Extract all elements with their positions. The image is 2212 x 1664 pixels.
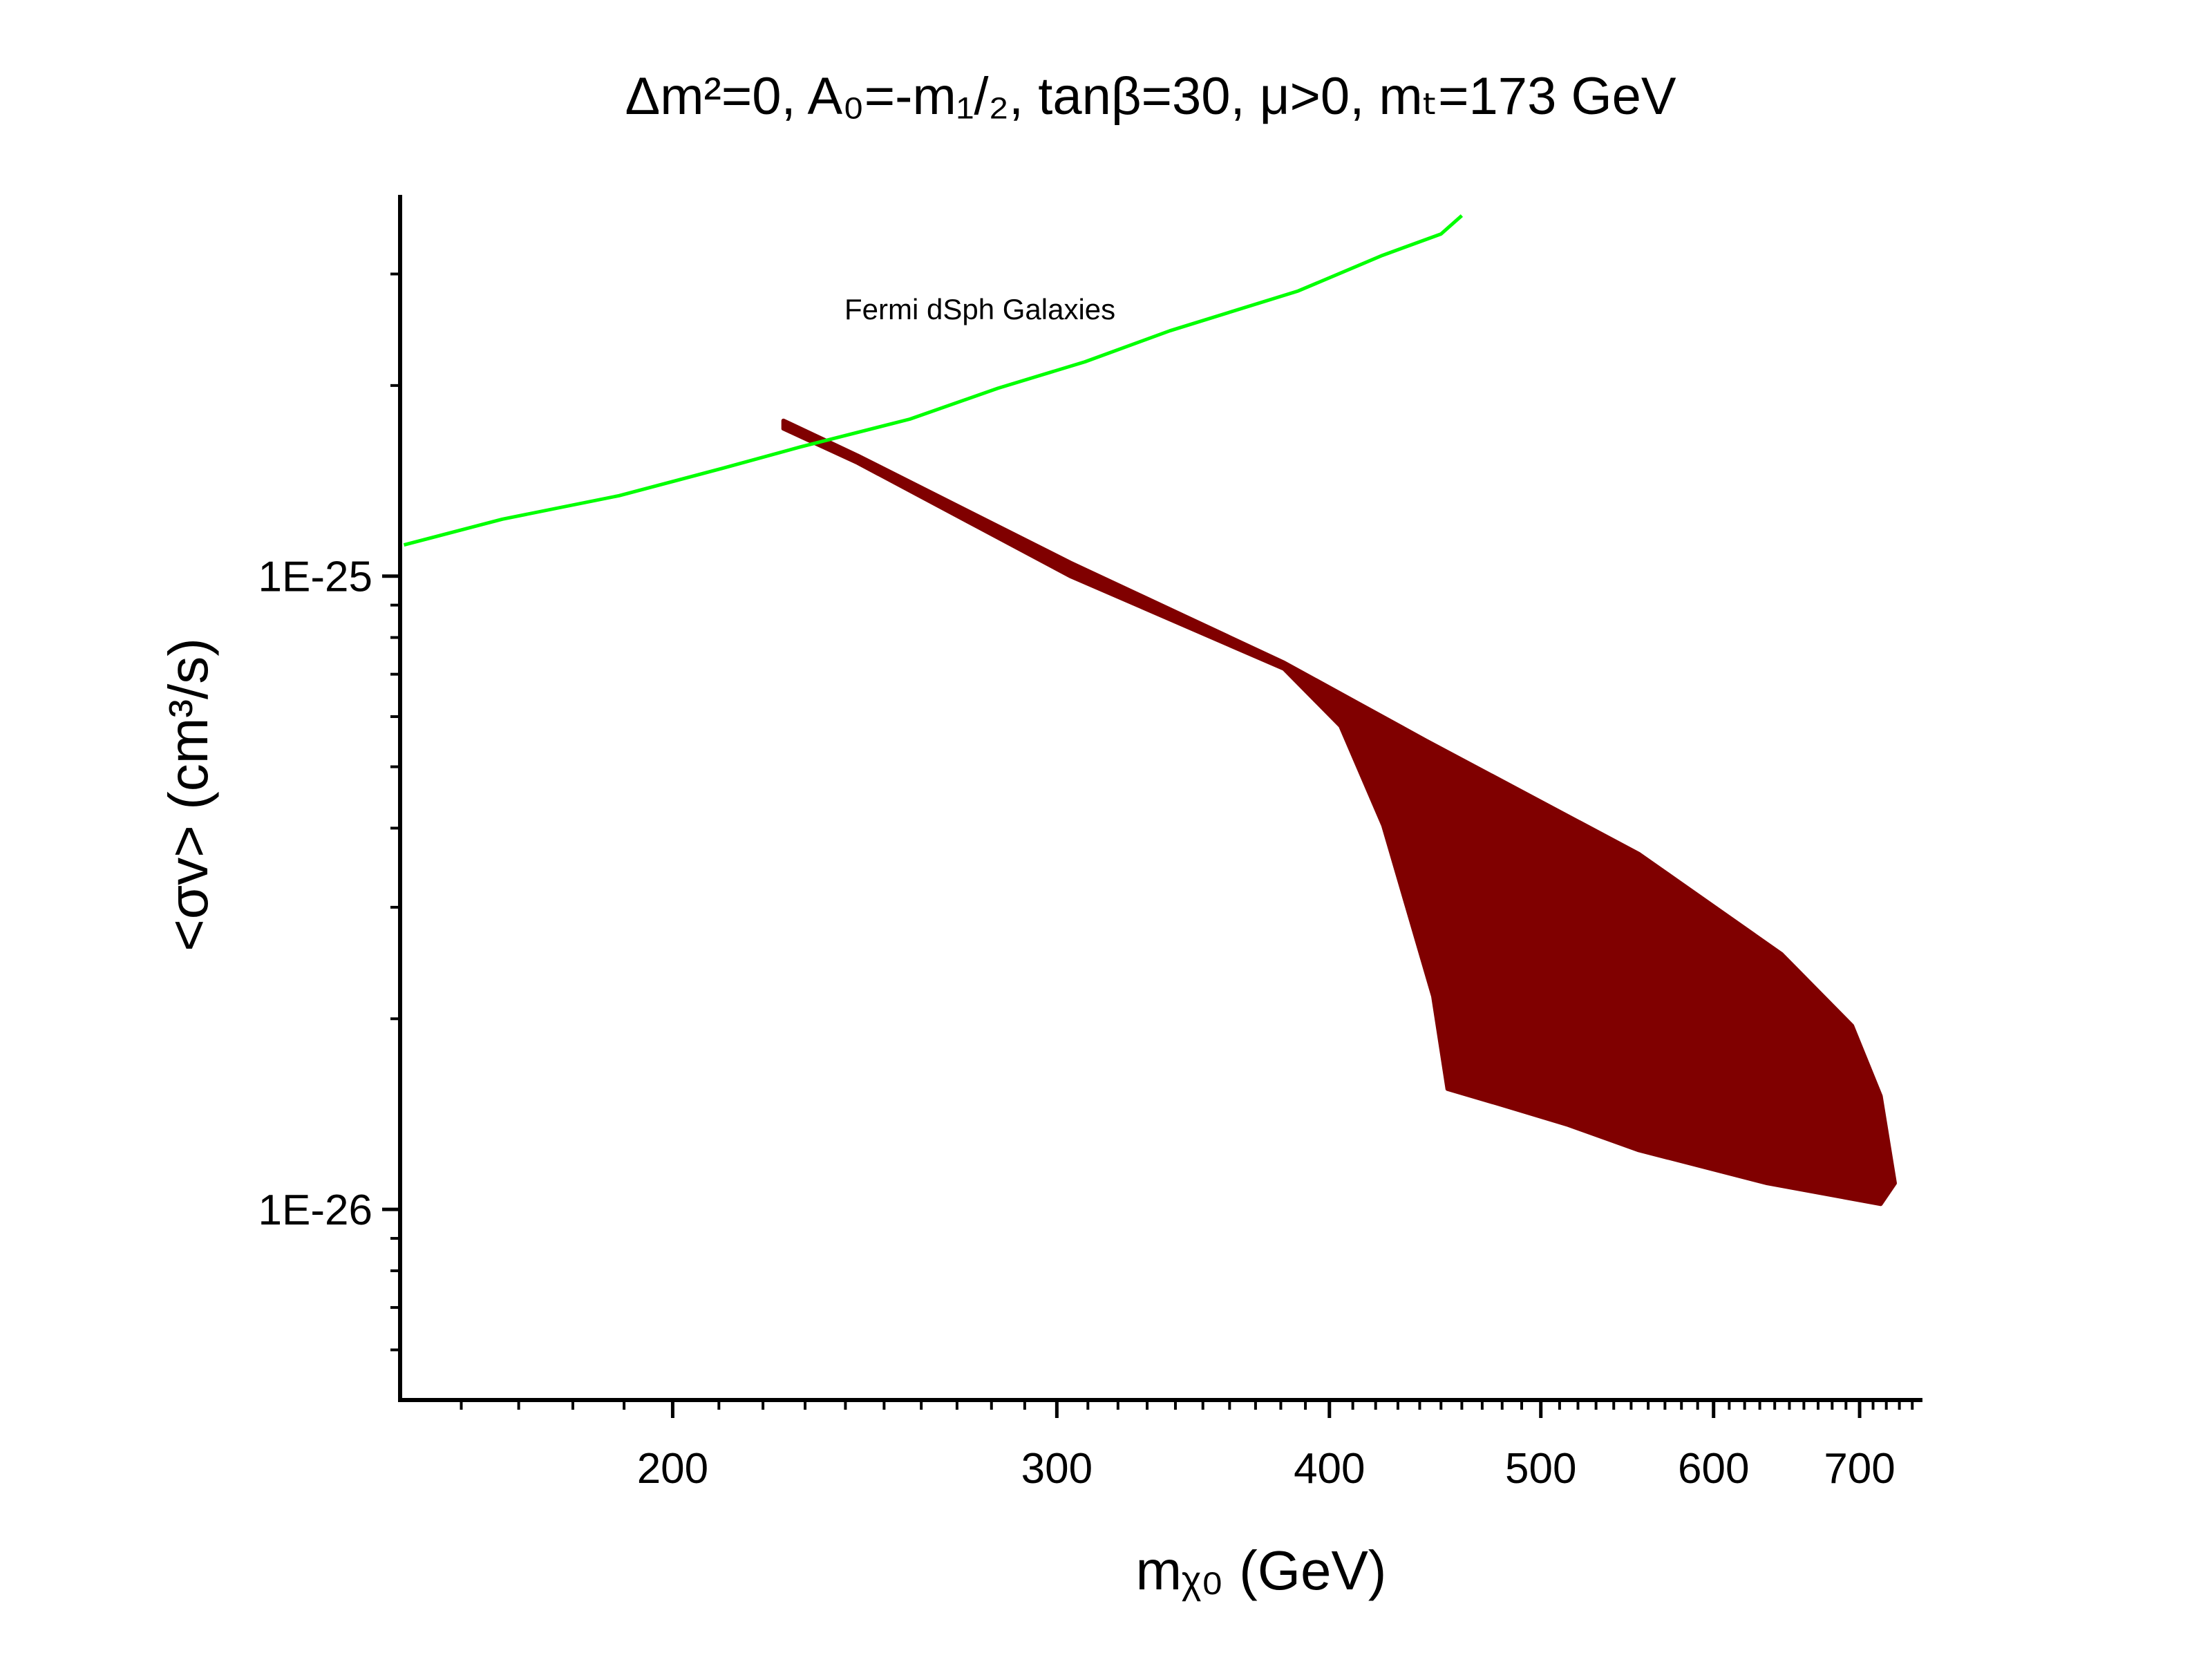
chart-title: Δm²=0, A₀=-m₁/₂, tanβ=30, μ>0, mₜ=173 Ge… [625,67,1676,126]
y-axis-label: <σv> (cm³/s) [158,638,219,952]
x-tick-label: 600 [1678,1445,1749,1493]
x-tick-label: 300 [1021,1445,1093,1493]
x-tick-label: 700 [1824,1445,1895,1493]
region [781,418,1897,1207]
x-tick-label: 500 [1505,1445,1576,1493]
y-tick-label: 1E-25 [258,554,372,601]
limit-line [403,214,1464,547]
annotation: Fermi dSph Galaxies [844,293,1115,325]
x-tick-label: 400 [1294,1445,1365,1493]
y-tick-label: 1E-26 [258,1186,372,1234]
x-axis-label: mᵪ₀ (GeV) [1136,1540,1387,1602]
x-tick-label: 200 [637,1445,708,1493]
